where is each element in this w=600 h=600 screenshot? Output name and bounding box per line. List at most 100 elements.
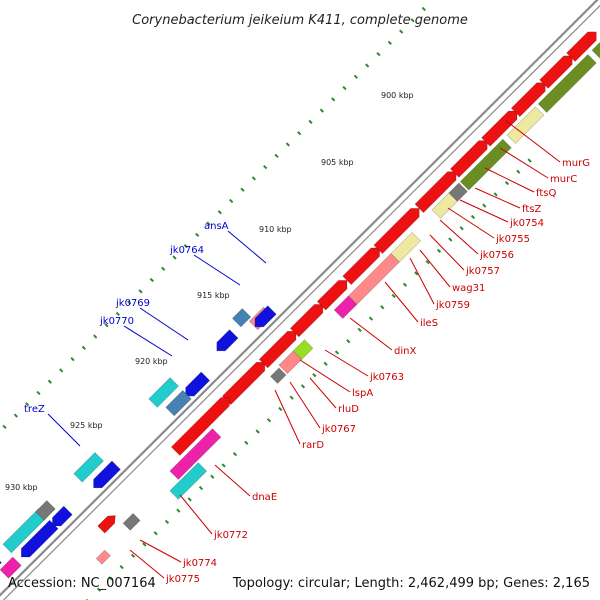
tick-mark bbox=[172, 255, 177, 260]
tick-mark bbox=[365, 63, 370, 68]
tick-mark bbox=[153, 531, 158, 536]
tick-mark bbox=[493, 192, 498, 197]
gene-label-jk0764: jk0764 bbox=[169, 245, 204, 256]
tick-mark bbox=[164, 519, 170, 525]
tick-mark bbox=[391, 293, 396, 299]
gene-label-jk0756: jk0756 bbox=[479, 250, 514, 261]
gene-feature bbox=[97, 515, 116, 534]
tick-mark bbox=[266, 418, 272, 423]
tick-mark bbox=[425, 260, 430, 265]
leader-line bbox=[289, 381, 321, 429]
tick-mark bbox=[251, 176, 256, 181]
leader-line bbox=[484, 167, 535, 193]
gene-feature bbox=[73, 452, 104, 483]
tick-mark bbox=[504, 180, 510, 186]
leader-line bbox=[324, 349, 369, 377]
tick-mark bbox=[357, 327, 362, 333]
gene-feature bbox=[414, 171, 457, 214]
gene-feature bbox=[216, 329, 239, 352]
gene-feature bbox=[459, 138, 512, 191]
tick-mark bbox=[217, 210, 222, 215]
leader-line bbox=[193, 254, 241, 286]
tick-mark bbox=[368, 316, 374, 321]
text-layer: Corynebacterium jeikeium K411, complete … bbox=[5, 13, 590, 591]
tick-mark bbox=[96, 587, 102, 592]
leader-line bbox=[179, 494, 213, 535]
tick-mark bbox=[206, 221, 211, 226]
leader-line bbox=[384, 281, 419, 323]
gene-feature bbox=[506, 106, 545, 144]
gene-feature bbox=[165, 389, 192, 417]
gene-label-jk0775: jk0775 bbox=[165, 574, 200, 585]
tick-mark bbox=[482, 203, 487, 208]
tick-mark bbox=[312, 372, 317, 378]
gene-feature bbox=[316, 280, 348, 311]
tick-mark bbox=[47, 379, 52, 384]
gene-label-jk0759: jk0759 bbox=[435, 300, 470, 311]
leader-line bbox=[214, 464, 251, 497]
gene-feature bbox=[0, 560, 2, 565]
map-title: Corynebacterium jeikeium K411, complete … bbox=[132, 13, 468, 28]
gene-label-dnaE: dnaE bbox=[252, 492, 277, 503]
gene-feature bbox=[185, 371, 211, 397]
tick-mark bbox=[240, 187, 245, 192]
tick-mark bbox=[399, 29, 404, 34]
tick-mark bbox=[516, 169, 521, 174]
gene-feature bbox=[450, 140, 488, 178]
gene-feature bbox=[537, 54, 597, 113]
tick-mark bbox=[119, 564, 124, 570]
gene-feature bbox=[95, 549, 111, 565]
gene-label-jk0763: jk0763 bbox=[369, 372, 404, 383]
leader-line bbox=[139, 539, 182, 563]
leader-line bbox=[409, 257, 435, 305]
leader-line bbox=[459, 199, 509, 223]
kbp-label: 910 kbp bbox=[259, 225, 292, 234]
kbp-label: 925 kbp bbox=[70, 421, 103, 430]
leader-line bbox=[227, 230, 267, 264]
kbp-label: 930 kbp bbox=[5, 483, 38, 492]
gene-label-treZ: treZ bbox=[24, 404, 45, 415]
tick-mark bbox=[70, 356, 75, 362]
gene-feature bbox=[231, 308, 252, 328]
gene-label-rluD: rluD bbox=[338, 404, 359, 415]
gene-feature bbox=[289, 304, 324, 338]
tick-mark bbox=[130, 553, 136, 558]
leader-lines-layer bbox=[47, 119, 561, 579]
feature-layer bbox=[0, 31, 600, 579]
tick-mark bbox=[59, 368, 64, 373]
tick-mark bbox=[138, 289, 143, 294]
gene-label-wag31: wag31 bbox=[452, 283, 485, 294]
tick-mark bbox=[289, 395, 294, 400]
gene-feature bbox=[333, 295, 358, 319]
gene-label-murG: murG bbox=[562, 158, 590, 169]
gene-label-ileS: ileS bbox=[420, 318, 438, 329]
tick-mark bbox=[255, 429, 260, 434]
tick-mark bbox=[342, 85, 347, 91]
tick-mark bbox=[459, 226, 464, 231]
tick-mark bbox=[414, 271, 419, 276]
tick-mark bbox=[36, 390, 41, 396]
gene-feature bbox=[254, 305, 277, 328]
gene-label-jk0774: jk0774 bbox=[182, 558, 217, 569]
leader-line bbox=[504, 119, 561, 163]
gene-feature bbox=[52, 505, 73, 527]
tick-mark bbox=[2, 424, 7, 430]
gene-feature bbox=[169, 428, 222, 480]
leader-line bbox=[274, 389, 301, 445]
tick-mark bbox=[448, 237, 453, 242]
kbp-label: 920 kbp bbox=[135, 357, 168, 366]
tick-mark bbox=[346, 339, 351, 344]
leader-line bbox=[349, 317, 393, 351]
gene-label-ansA: ansA bbox=[204, 221, 229, 232]
tick-mark bbox=[285, 142, 290, 147]
leader-line bbox=[47, 413, 81, 447]
gene-feature bbox=[539, 55, 573, 89]
tick-mark bbox=[195, 232, 200, 237]
tick-mark bbox=[387, 40, 392, 45]
tick-mark bbox=[108, 576, 113, 581]
gene-label-jk0772: jk0772 bbox=[213, 530, 248, 541]
tick-mark bbox=[410, 18, 415, 23]
gene-label-murC: murC bbox=[550, 174, 577, 185]
gene-label-ftsZ: ftsZ bbox=[522, 204, 541, 215]
gene-feature bbox=[591, 41, 600, 59]
